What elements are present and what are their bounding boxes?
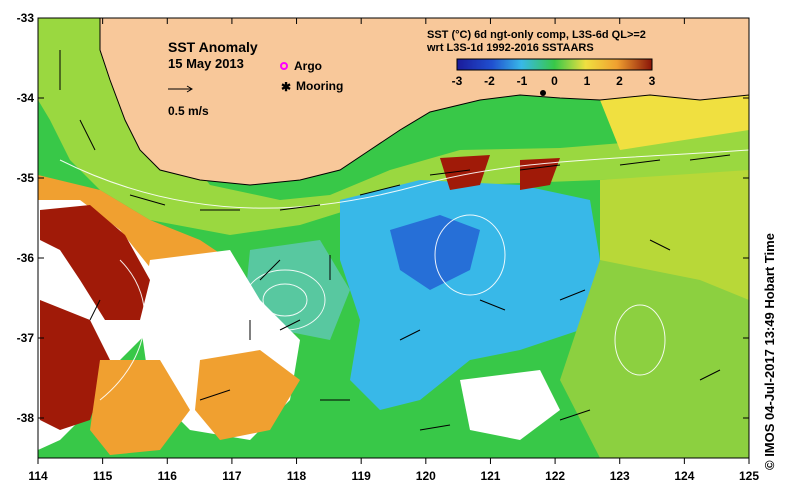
lon-tick-label: 122 [545,469,565,483]
map-date: 15 May 2013 [168,56,244,71]
product-line-1: SST (°C) 6d ngt-only comp, L3S-6d QL>=2 [427,29,646,41]
vector-scale-label: 0.5 m/s [168,104,209,118]
lat-tick-label: -34 [17,91,35,105]
colorbar-ticks: -3 -2 -1 0 1 2 3 [452,74,656,88]
argo-marker-icon [280,62,288,70]
lat-tick-label: -36 [17,251,35,265]
lat-tick-label: -33 [17,11,35,25]
sst-field [38,18,749,458]
colorbar [456,58,653,71]
longitude-axis: 114 115 116 117 118 119 120 121 122 123 124 125 [28,18,759,483]
lon-tick-label: 125 [739,469,759,483]
legend-mooring: Mooring [296,79,343,93]
lat-tick-label: -35 [17,171,35,185]
lon-tick-label: 123 [610,469,630,483]
lon-tick-label: 116 [158,469,178,483]
colorbar-tick-label: 2 [616,74,623,88]
colorbar-tick-label: 3 [649,74,656,88]
arrowhead-icon [186,85,193,93]
colorbar-tick-label: 1 [584,74,591,88]
lon-tick-label: 119 [352,469,372,483]
legend-argo: Argo [294,59,322,73]
product-line-2: wrt L3S-1d 1992-2016 SSTAARS [426,42,594,54]
lon-tick-label: 114 [28,469,48,483]
colorbar-tick-label: 0 [551,74,558,88]
latitude-axis: -33-34-35-36-37-38 [17,11,749,425]
mooring-marker-icon: ✱ [281,80,291,94]
lon-tick-label: 120 [416,469,436,483]
lat-tick-label: -38 [17,411,35,425]
map-title: SST Anomaly [168,39,258,55]
lon-tick-label: 124 [674,469,694,483]
lon-tick-label: 118 [287,469,307,483]
colorbar-tick-label: -2 [484,74,495,88]
plot-frame [37,17,750,459]
lat-tick-label: -37 [17,331,35,345]
lon-tick-label: 117 [222,469,242,483]
credit-label: © IMOS 04-Jul-2017 13:49 Hobart Time [762,233,777,470]
colorbar-tick-label: -3 [452,74,463,88]
colorbar-tick-label: -1 [517,74,528,88]
lon-tick-label: 121 [480,469,500,483]
mooring-location-icon [540,90,546,96]
lon-tick-label: 115 [93,469,113,483]
